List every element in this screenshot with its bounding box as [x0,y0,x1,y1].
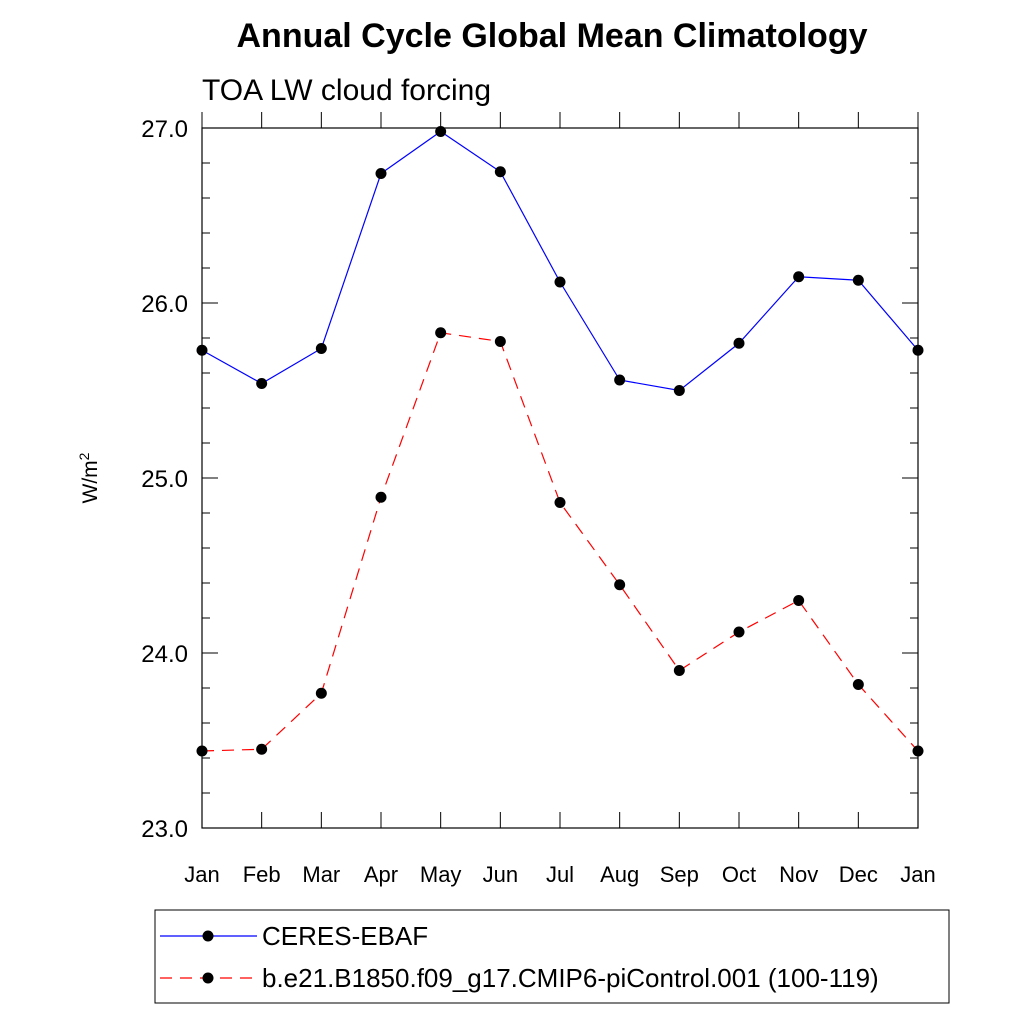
legend-label-ceres: CERES-EBAF [262,921,428,951]
legend: CERES-EBAF b.e21.B1850.f09_g17.CMIP6-piC… [160,921,879,993]
series-1-point [554,497,566,508]
series-0-point [733,337,745,349]
x-tick-label: Jun [483,862,518,887]
x-tick-label: Sep [660,862,699,887]
series-1-point [673,665,685,676]
series-layer [196,126,924,757]
series-0-point [554,276,566,288]
x-tick-label: Aug [600,862,639,887]
series-0-point [852,274,864,286]
series-1-point [733,626,745,638]
axis-ticks [201,112,919,829]
series-0-point [793,271,805,283]
x-tick-label: Nov [779,862,818,887]
series-0-point [256,378,268,389]
y-tick-label: 27.0 [141,116,188,143]
series-0-point [375,168,387,179]
x-tick-label: Oct [722,862,756,887]
series-1-point [315,687,327,699]
series-0-point [494,166,506,178]
x-tick-labels: Jan Feb Mar Apr May Jun Jul Aug Sep Oct Nov Dec Jan [184,862,935,887]
y-tick-label: 24.0 [141,641,188,668]
y-axis-label: W/m2 [76,452,102,503]
series-0-point [912,344,924,356]
series-0-point [614,374,626,386]
series-0-point [315,343,327,354]
series-1-point [852,679,864,690]
legend-box [154,909,950,1004]
legend-label-model: b.e21.B1850.f09_g17.CMIP6-piControl.001 … [262,963,879,993]
y-tick-label: 26.0 [141,291,188,318]
series-1-point [793,595,805,606]
series-1-point [375,491,387,503]
series-1-point [196,745,208,757]
series-1-point [912,745,924,757]
x-tick-label: May [420,862,462,887]
x-tick-label: Jan [900,862,935,887]
x-tick-label: Apr [364,862,398,887]
x-tick-label: Jul [546,862,574,887]
series-0-point [196,344,208,356]
legend-marker-ceres [202,930,214,942]
legend-marker-model [202,972,214,984]
series-line-0 [201,130,919,392]
x-tick-label: Feb [243,862,281,887]
series-0-point [435,126,447,137]
series-line-1 [201,332,919,752]
series-1-point [256,743,268,755]
series-1-point [494,336,506,347]
x-tick-label: Mar [302,862,340,887]
y-tick-label: 25.0 [141,466,188,493]
series-1-point [614,579,626,591]
chart-title: Annual Cycle Global Mean Climatology [237,17,868,55]
chart-subtitle: TOA LW cloud forcing [202,74,491,107]
x-tick-label: Jan [184,862,219,887]
plot-frame [201,127,919,829]
y-tick-labels: 23.0 24.0 25.0 26.0 27.0 [141,116,188,843]
y-tick-label: 23.0 [141,816,188,843]
series-1-point [435,327,447,339]
x-tick-label: Dec [839,862,878,887]
series-0-point [673,385,685,396]
